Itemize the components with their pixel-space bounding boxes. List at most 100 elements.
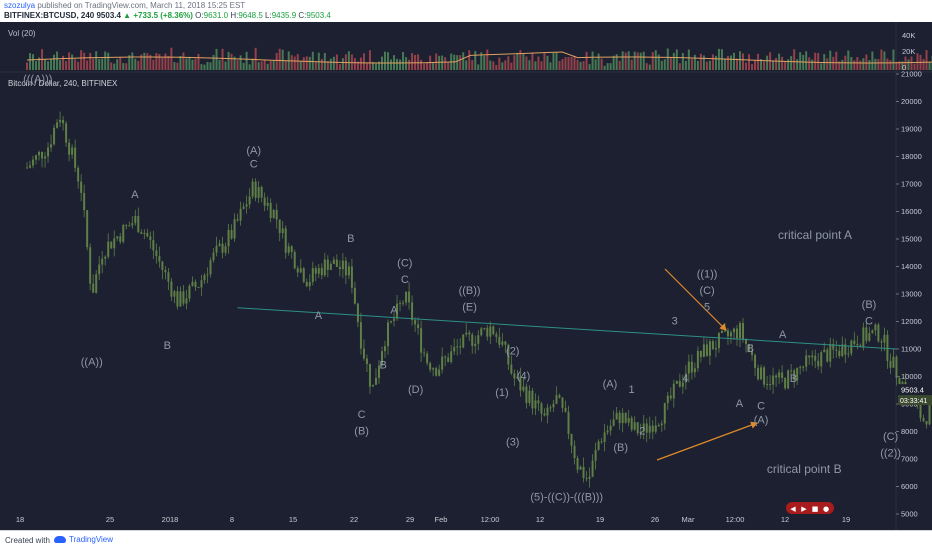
author-link[interactable]: szozulya (4, 1, 35, 10)
price-tick-label: 16000 (901, 207, 922, 216)
wave-annotation: (B) (613, 442, 628, 454)
wave-annotation: A (736, 398, 744, 410)
volume-bar (197, 54, 199, 70)
volume-bar (294, 57, 296, 70)
volume-bar (137, 61, 139, 70)
volume-bar (736, 59, 738, 70)
candle-body (649, 426, 651, 433)
candle-body (534, 400, 536, 408)
trendline[interactable] (237, 308, 896, 349)
time-tick-label: 26 (651, 515, 659, 524)
volume-bar (700, 54, 702, 70)
candle-body (895, 357, 897, 378)
candle-body (231, 230, 233, 239)
candle-body (670, 396, 672, 399)
candle-body (655, 426, 657, 432)
candle-body (525, 387, 527, 403)
candle-body (619, 413, 621, 423)
symbol-info: BITFINEX:BTCUSD, 240 9503.4 ▲ +733.5 (+8… (4, 11, 331, 20)
candle-body (155, 250, 157, 256)
chart-area[interactable]: Vol (20)40K20K05000600070008000900010000… (0, 22, 932, 530)
volume-bar (375, 64, 377, 70)
volume-bar (447, 62, 449, 70)
volume-bar (279, 49, 281, 70)
volume-bar (261, 61, 263, 70)
volume-bar (80, 50, 82, 70)
volume-bar (565, 57, 567, 70)
replay-controls[interactable]: ◀ ▶ ■ ● (786, 502, 834, 514)
replay-button-icon[interactable]: ■ (812, 505, 819, 513)
price-tick-label: 19000 (901, 125, 922, 134)
candle-body (724, 330, 726, 331)
tradingview-logo[interactable]: TradingView (54, 535, 113, 544)
candle-body (164, 270, 166, 272)
candle-body (300, 268, 302, 272)
candle-body (264, 198, 266, 206)
volume-bar (805, 51, 807, 70)
candle-body (889, 361, 891, 368)
volume-bar (703, 55, 705, 70)
candle-body (116, 236, 118, 238)
candle-body (387, 322, 389, 346)
volume-bar (601, 59, 603, 70)
replay-button-icon[interactable]: ▶ (801, 505, 807, 513)
wave-annotation: B (380, 359, 387, 371)
candle-body (739, 323, 741, 338)
candle-body (676, 381, 678, 384)
volume-bar (853, 60, 855, 70)
candle-body (432, 368, 434, 369)
volume-bar (47, 61, 49, 70)
volume-bar (537, 57, 539, 70)
candle-body (742, 323, 744, 339)
candle-body (453, 347, 455, 352)
wave-annotation: ((1)) (697, 269, 718, 281)
candle-body (357, 304, 359, 322)
candle-body (622, 413, 624, 423)
candle-body (501, 342, 503, 345)
candle-body (769, 384, 771, 385)
time-tick-label: Mar (682, 515, 695, 524)
candle-body (477, 335, 479, 344)
candle-body (658, 425, 660, 426)
volume-bar (525, 56, 527, 70)
wave-annotation: (5)-((C))-(((B))) (530, 491, 603, 503)
volume-bar (492, 61, 494, 70)
candle-body (327, 260, 329, 270)
candle-body (468, 333, 470, 335)
volume-bar (568, 57, 570, 70)
candle-body (125, 225, 127, 226)
candle-body (703, 344, 705, 356)
volume-bar (790, 56, 792, 70)
volume-bar (625, 52, 627, 70)
candle-body (110, 242, 112, 249)
candle-body (32, 160, 34, 166)
volume-bar (820, 63, 822, 70)
wave-annotation: C (401, 274, 409, 286)
volume-bar (628, 51, 630, 70)
candle-body (862, 327, 864, 347)
volume-bar (643, 52, 645, 70)
candle-body (348, 266, 350, 275)
replay-button-icon[interactable]: ◀ (790, 505, 796, 513)
volume-bar (119, 57, 121, 70)
time-tick-label: 22 (350, 515, 358, 524)
candle-body (471, 335, 473, 346)
volume-bar (598, 54, 600, 70)
candle-body (571, 434, 573, 446)
candle-body (243, 206, 245, 208)
time-tick-label: 2018 (162, 515, 179, 524)
wave-annotation: 5 (704, 302, 710, 314)
replay-button-icon[interactable]: ● (823, 505, 829, 513)
price-chart[interactable]: Vol (20)40K20K05000600070008000900010000… (0, 22, 932, 530)
volume-bar (200, 64, 202, 70)
arrow-critical-b[interactable] (657, 423, 757, 460)
candle-body (664, 403, 666, 423)
wave-annotation: (1) (495, 387, 508, 399)
candle-body (35, 155, 37, 159)
volume-bar (841, 60, 843, 70)
volume-bar (107, 53, 109, 70)
candle-body (561, 397, 563, 407)
volume-bar (252, 59, 254, 70)
volume-bar (408, 60, 410, 70)
publication-info: szozulya published on TradingView.com, M… (4, 1, 245, 10)
